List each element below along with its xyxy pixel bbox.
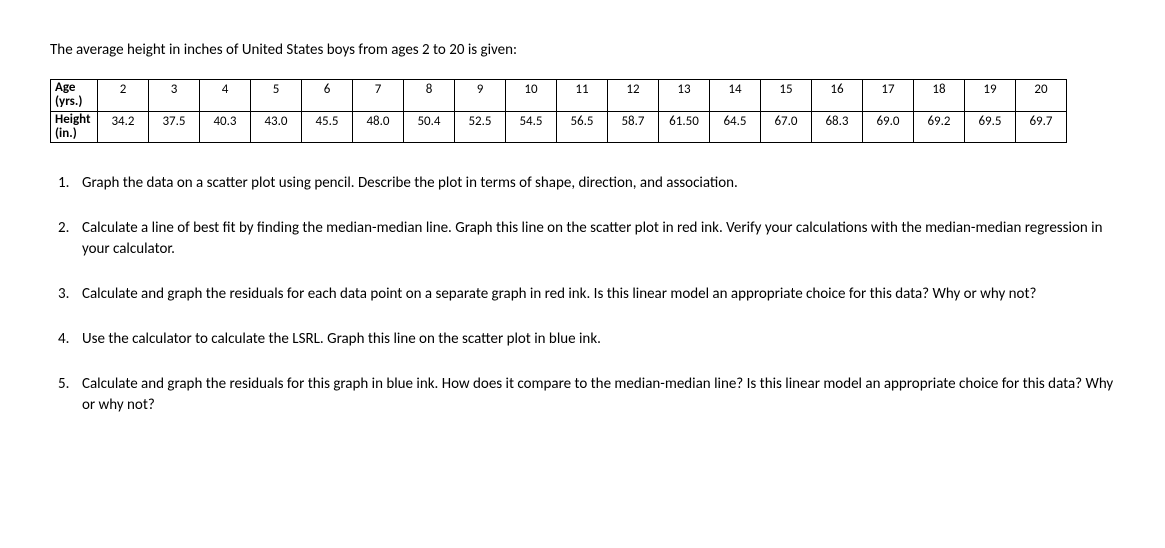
table-cell: 14 xyxy=(710,80,761,112)
table-row-age: Age (yrs.) 2 3 4 5 6 7 8 9 10 11 12 13 1… xyxy=(51,80,1067,112)
table-cell: 68.3 xyxy=(812,111,863,143)
data-table: Age (yrs.) 2 3 4 5 6 7 8 9 10 11 12 13 1… xyxy=(50,79,1067,143)
table-cell: 69.2 xyxy=(914,111,965,143)
table-cell: 2 xyxy=(98,80,149,112)
question-item: Calculate and graph the residuals for ea… xyxy=(50,284,1115,305)
table-cell: 69.5 xyxy=(965,111,1016,143)
row-label-age: Age (yrs.) xyxy=(51,80,98,112)
row-label-height: Height (in.) xyxy=(51,111,98,143)
table-cell: 8 xyxy=(404,80,455,112)
table-cell: 52.5 xyxy=(455,111,506,143)
question-item: Use the calculator to calculate the LSRL… xyxy=(50,329,1115,350)
question-item: Graph the data on a scatter plot using p… xyxy=(50,173,1115,194)
table-cell: 69.7 xyxy=(1016,111,1067,143)
table-cell: 20 xyxy=(1016,80,1067,112)
table-cell: 54.5 xyxy=(506,111,557,143)
table-cell: 45.5 xyxy=(302,111,353,143)
question-list: Graph the data on a scatter plot using p… xyxy=(50,173,1115,416)
table-cell: 43.0 xyxy=(251,111,302,143)
table-cell: 7 xyxy=(353,80,404,112)
table-cell: 48.0 xyxy=(353,111,404,143)
question-item: Calculate and graph the residuals for th… xyxy=(50,374,1115,416)
table-cell: 17 xyxy=(863,80,914,112)
table-cell: 18 xyxy=(914,80,965,112)
table-cell: 12 xyxy=(608,80,659,112)
table-cell: 61.50 xyxy=(659,111,710,143)
table-cell: 64.5 xyxy=(710,111,761,143)
table-cell: 50.4 xyxy=(404,111,455,143)
table-cell: 4 xyxy=(200,80,251,112)
table-row-height: Height (in.) 34.2 37.5 40.3 43.0 45.5 48… xyxy=(51,111,1067,143)
table-cell: 58.7 xyxy=(608,111,659,143)
table-cell: 67.0 xyxy=(761,111,812,143)
table-cell: 10 xyxy=(506,80,557,112)
table-cell: 69.0 xyxy=(863,111,914,143)
table-cell: 34.2 xyxy=(98,111,149,143)
intro-text: The average height in inches of United S… xyxy=(50,40,1115,61)
table-cell: 15 xyxy=(761,80,812,112)
table-cell: 9 xyxy=(455,80,506,112)
table-cell: 13 xyxy=(659,80,710,112)
table-cell: 37.5 xyxy=(149,111,200,143)
table-cell: 19 xyxy=(965,80,1016,112)
table-cell: 16 xyxy=(812,80,863,112)
table-cell: 6 xyxy=(302,80,353,112)
question-item: Calculate a line of best fit by finding … xyxy=(50,218,1115,260)
table-cell: 11 xyxy=(557,80,608,112)
table-cell: 5 xyxy=(251,80,302,112)
table-cell: 3 xyxy=(149,80,200,112)
table-cell: 40.3 xyxy=(200,111,251,143)
table-cell: 56.5 xyxy=(557,111,608,143)
